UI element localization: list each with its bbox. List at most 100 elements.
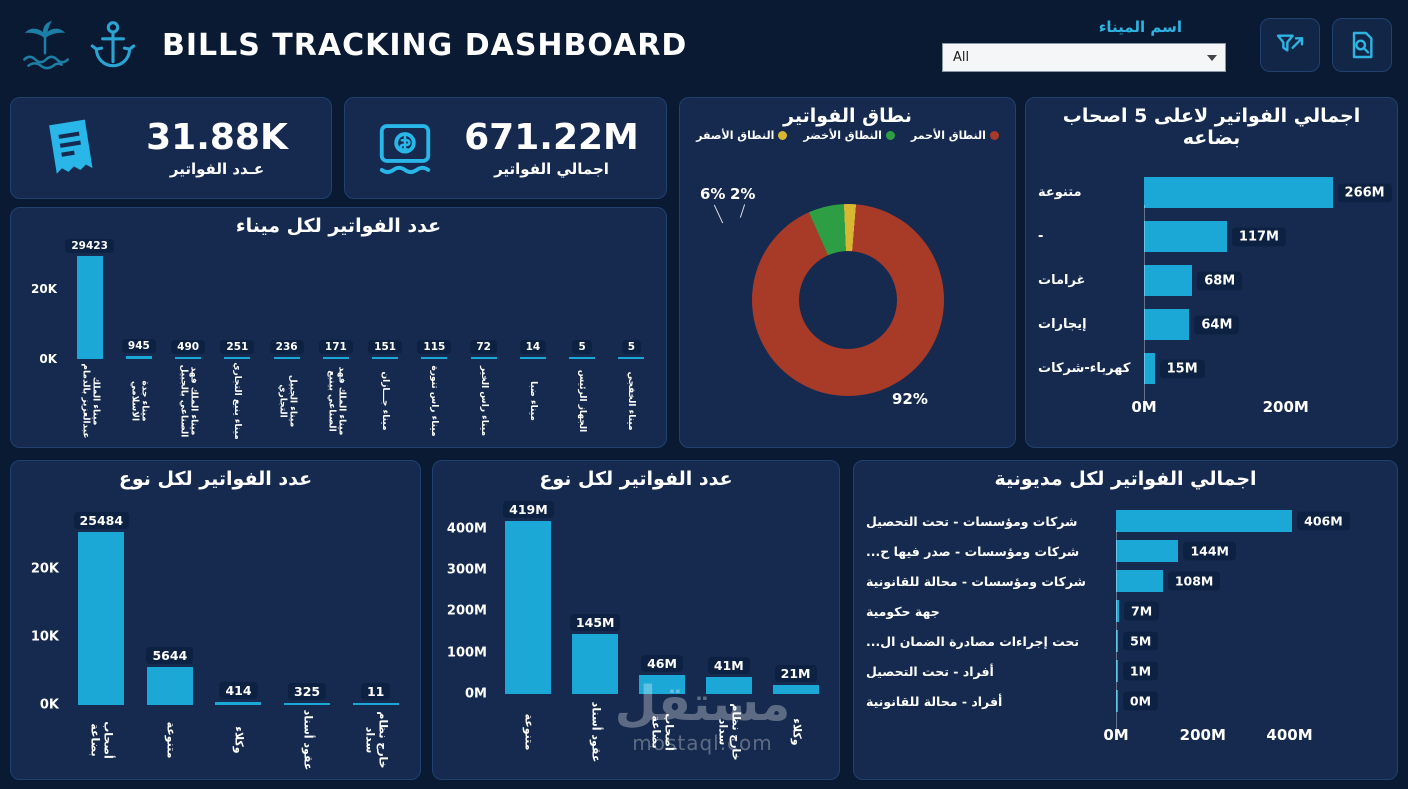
- category-label: متنوعة: [1038, 185, 1082, 200]
- bar[interactable]: [421, 357, 448, 359]
- x-labels: متنوعة عقود أسناد أصحاب بضاعة خارج نظام سدا…: [495, 694, 829, 770]
- bar-track: 5M: [1116, 630, 1385, 652]
- bar[interactable]: [470, 357, 497, 359]
- category-label-cell: ميناء جـــازان: [361, 359, 410, 443]
- bar[interactable]: [1116, 570, 1163, 592]
- bars-area: 25484 5644 414 325 11: [67, 512, 410, 705]
- bar-slot: 171: [311, 340, 360, 359]
- bar-slot: 115: [410, 340, 459, 359]
- kpi-label: اجمالي الفواتير: [494, 159, 609, 178]
- bar[interactable]: [284, 702, 331, 705]
- bar[interactable]: [618, 357, 645, 359]
- bar[interactable]: [372, 357, 399, 359]
- bar[interactable]: [125, 355, 152, 359]
- bar[interactable]: [322, 357, 349, 359]
- y-axis-tick: 300M: [446, 562, 487, 578]
- ports-authority-logo: [23, 20, 70, 70]
- search-document-button[interactable]: [1332, 18, 1392, 72]
- bar-slot: 145M: [562, 614, 629, 694]
- bar[interactable]: [572, 634, 619, 694]
- per-debt-bar-chart: شركات ومؤسسات - تحت التحصيل 406M شركات ومؤ…: [854, 510, 1397, 746]
- scope-donut-chart[interactable]: [751, 204, 944, 396]
- bar-slot: 46M: [629, 655, 696, 694]
- invoice-scope-card: نطاق الفواتير النطاق الأحمر النطاق الأخضر…: [679, 97, 1016, 448]
- value-pill: 14: [519, 340, 547, 354]
- bar-track: 64M: [1144, 309, 1385, 340]
- category-label: عقود أسناد: [589, 701, 603, 763]
- top5-bar-chart: متنوعة 266M - 117M غرامات 68M إيجارات 64M كهرباء…: [1026, 177, 1397, 418]
- plot-area: 0M 100M 200M 300M 400M 419M 145M 46M 41M 21M: [443, 500, 829, 702]
- bar[interactable]: [569, 357, 596, 359]
- category-label-cell: الجهاز الرئيس: [558, 359, 607, 443]
- legend-dot-icon: [989, 131, 999, 140]
- bar[interactable]: [1144, 177, 1333, 208]
- bar-row: - 117M: [1038, 221, 1385, 252]
- bar[interactable]: [772, 685, 819, 694]
- x-axis: 0M 200M 400M: [1103, 726, 1385, 746]
- bar-slot: 29423: [65, 239, 114, 359]
- donut-hole: [798, 251, 897, 349]
- category-label-cell: وكلاء: [204, 705, 273, 775]
- bar[interactable]: [1116, 510, 1293, 532]
- value-pill: 490: [171, 340, 206, 354]
- x-axis-tick: 0M: [1103, 726, 1129, 744]
- bar-row: كهرباء-شركات 15M: [1038, 353, 1385, 384]
- plot-area: 0K 10K 20K 25484 5644 414 325 11: [21, 512, 410, 713]
- legend-label: النطاق الأحمر: [910, 129, 986, 142]
- bar[interactable]: [1144, 353, 1155, 384]
- bar[interactable]: [505, 520, 552, 694]
- bar-row: شركات ومؤسسات - محالة للقانونية 108M: [866, 570, 1385, 592]
- bar[interactable]: [705, 677, 752, 694]
- x-axis-row: 0M 200M: [1038, 398, 1385, 418]
- bar[interactable]: [1144, 221, 1227, 252]
- top5-owners-card: اجمالي الفواتير لاعلى 5 اصحاب بضاعه متنو…: [1025, 97, 1398, 448]
- bar[interactable]: [273, 357, 300, 359]
- legend-item[interactable]: النطاق الأخضر: [803, 129, 895, 142]
- value-pill: 419M: [503, 500, 554, 518]
- y-axis-tick: 20K: [30, 561, 59, 577]
- bar[interactable]: [638, 675, 685, 694]
- category-label-cell: ميناء راس تنورة: [410, 359, 459, 443]
- x-axis-row: ميناء الملك عبدالعزيز بالدمام ميناء جدة ا…: [21, 359, 656, 443]
- category-label: ميناء الملك فهد الصناعي بينبع: [325, 366, 347, 436]
- category-label-cell: ميناء ينبع التجاري: [213, 359, 262, 443]
- bar[interactable]: [1116, 630, 1119, 652]
- label-spacer: [866, 726, 1116, 746]
- kpi-label: عـدد الفواتير: [169, 159, 265, 178]
- bar-slot: 5: [607, 340, 656, 359]
- bar[interactable]: [78, 532, 125, 705]
- bar[interactable]: [215, 702, 262, 705]
- clear-filter-button[interactable]: [1260, 18, 1320, 72]
- chart-title: عدد الفواتير لكل ميناء: [235, 215, 442, 237]
- donut-legend: النطاق الأحمر النطاق الأخضر النطاق الأصفر: [680, 129, 1015, 142]
- bar[interactable]: [76, 256, 103, 359]
- bar-row: تحت إجراءات مصادرة الضمان ال... 5M: [866, 630, 1385, 652]
- value-pill: 251: [220, 340, 255, 354]
- bar[interactable]: [146, 666, 193, 705]
- label-spacer: [1038, 398, 1144, 418]
- bar[interactable]: [1116, 660, 1118, 682]
- bar[interactable]: [1144, 265, 1193, 296]
- category-label-cell: ميناء راس الخير: [459, 359, 508, 443]
- legend-item[interactable]: النطاق الأصفر: [696, 129, 788, 142]
- category-label-cell: خارج نظام سداد: [695, 694, 762, 770]
- category-label-cell: متنوعة: [136, 705, 205, 775]
- kpi-body: 31.88K عـدد الفواتير: [117, 118, 317, 178]
- category-label: ميناء راس الخير: [478, 365, 489, 437]
- bar[interactable]: [1116, 600, 1120, 622]
- category-label: وكلاء: [789, 718, 803, 746]
- bar[interactable]: [1116, 690, 1118, 712]
- value-pill: 144M: [1183, 541, 1237, 561]
- legend-item[interactable]: النطاق الأحمر: [911, 129, 999, 142]
- bar-row: غرامات 68M: [1038, 265, 1385, 296]
- bar[interactable]: [519, 357, 546, 359]
- kpi-value: 671.22M: [464, 117, 639, 159]
- bar[interactable]: [352, 703, 399, 705]
- category-label: ميناء جـــازان: [380, 371, 391, 431]
- bar[interactable]: [1116, 540, 1179, 562]
- bar[interactable]: [175, 357, 202, 359]
- port-filter-dropdown[interactable]: All: [942, 43, 1226, 72]
- bar[interactable]: [1144, 309, 1190, 340]
- x-axis: 0M 200M: [1131, 398, 1385, 418]
- bar[interactable]: [224, 357, 251, 359]
